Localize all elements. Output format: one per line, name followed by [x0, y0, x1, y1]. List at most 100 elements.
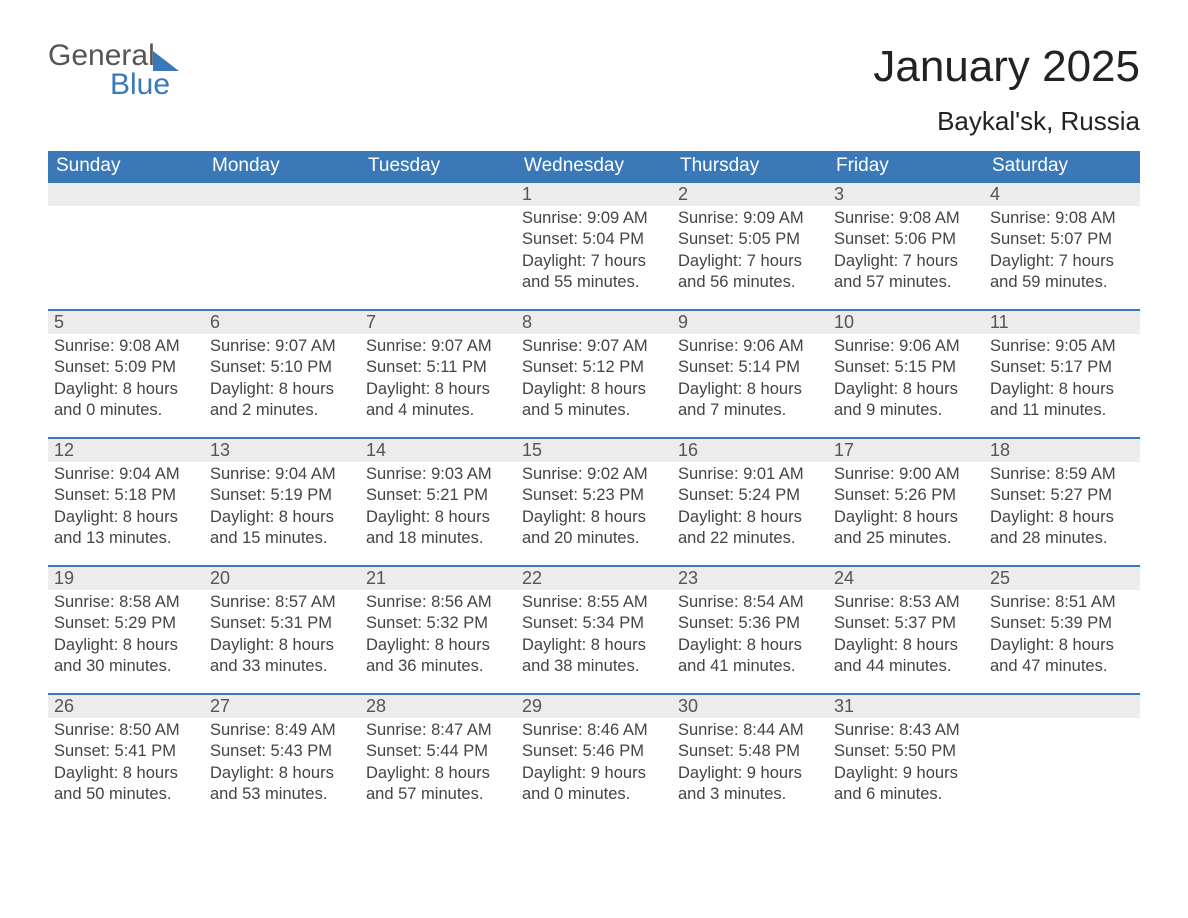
day-details: Sunrise: 9:09 AMSunset: 5:05 PMDaylight:…: [672, 206, 828, 300]
daylight-line: Daylight: 8 hours and 11 minutes.: [990, 379, 1134, 422]
calendar-row: 12Sunrise: 9:04 AMSunset: 5:18 PMDayligh…: [48, 437, 1140, 565]
daylight-line: Daylight: 8 hours and 44 minutes.: [834, 635, 978, 678]
calendar-cell: 19Sunrise: 8:58 AMSunset: 5:29 PMDayligh…: [48, 565, 204, 693]
day-number: 11: [984, 309, 1140, 334]
day-details: Sunrise: 9:09 AMSunset: 5:04 PMDaylight:…: [516, 206, 672, 300]
sunset-line: Sunset: 5:12 PM: [522, 357, 666, 378]
day-number: 30: [672, 693, 828, 718]
calendar-cell: 28Sunrise: 8:47 AMSunset: 5:44 PMDayligh…: [360, 693, 516, 821]
day-details: Sunrise: 9:05 AMSunset: 5:17 PMDaylight:…: [984, 334, 1140, 428]
calendar-cell: 16Sunrise: 9:01 AMSunset: 5:24 PMDayligh…: [672, 437, 828, 565]
sunset-line: Sunset: 5:37 PM: [834, 613, 978, 634]
calendar-cell: 29Sunrise: 8:46 AMSunset: 5:46 PMDayligh…: [516, 693, 672, 821]
day-details: Sunrise: 8:46 AMSunset: 5:46 PMDaylight:…: [516, 718, 672, 812]
calendar-cell: [48, 181, 204, 309]
sunrise-line: Sunrise: 9:02 AM: [522, 464, 666, 485]
page-title: January 2025: [873, 42, 1140, 92]
daylight-line: Daylight: 8 hours and 9 minutes.: [834, 379, 978, 422]
sunset-line: Sunset: 5:23 PM: [522, 485, 666, 506]
day-number: 13: [204, 437, 360, 462]
day-details: Sunrise: 9:01 AMSunset: 5:24 PMDaylight:…: [672, 462, 828, 556]
calendar-row: 1Sunrise: 9:09 AMSunset: 5:04 PMDaylight…: [48, 181, 1140, 309]
sunrise-line: Sunrise: 9:05 AM: [990, 336, 1134, 357]
day-details: Sunrise: 8:56 AMSunset: 5:32 PMDaylight:…: [360, 590, 516, 684]
sunset-line: Sunset: 5:44 PM: [366, 741, 510, 762]
day-number: 17: [828, 437, 984, 462]
sunrise-line: Sunrise: 8:51 AM: [990, 592, 1134, 613]
daylight-line: Daylight: 8 hours and 0 minutes.: [54, 379, 198, 422]
daylight-line: Daylight: 8 hours and 38 minutes.: [522, 635, 666, 678]
day-details: Sunrise: 8:44 AMSunset: 5:48 PMDaylight:…: [672, 718, 828, 812]
daylight-line: Daylight: 8 hours and 25 minutes.: [834, 507, 978, 550]
sunrise-line: Sunrise: 9:03 AM: [366, 464, 510, 485]
day-number: [204, 181, 360, 206]
sunrise-line: Sunrise: 9:04 AM: [54, 464, 198, 485]
sunrise-line: Sunrise: 9:06 AM: [834, 336, 978, 357]
logo-text: General Blue: [48, 42, 179, 99]
daylight-line: Daylight: 9 hours and 6 minutes.: [834, 763, 978, 806]
sunset-line: Sunset: 5:19 PM: [210, 485, 354, 506]
daylight-line: Daylight: 8 hours and 7 minutes.: [678, 379, 822, 422]
calendar-cell: 9Sunrise: 9:06 AMSunset: 5:14 PMDaylight…: [672, 309, 828, 437]
day-details: Sunrise: 8:43 AMSunset: 5:50 PMDaylight:…: [828, 718, 984, 812]
daylight-line: Daylight: 8 hours and 47 minutes.: [990, 635, 1134, 678]
daylight-line: Daylight: 8 hours and 50 minutes.: [54, 763, 198, 806]
day-number: 12: [48, 437, 204, 462]
sunset-line: Sunset: 5:41 PM: [54, 741, 198, 762]
day-details: Sunrise: 9:07 AMSunset: 5:12 PMDaylight:…: [516, 334, 672, 428]
day-details: Sunrise: 9:04 AMSunset: 5:18 PMDaylight:…: [48, 462, 204, 556]
calendar-body: 1Sunrise: 9:09 AMSunset: 5:04 PMDaylight…: [48, 181, 1140, 821]
sunset-line: Sunset: 5:17 PM: [990, 357, 1134, 378]
day-number: 24: [828, 565, 984, 590]
calendar-cell: 13Sunrise: 9:04 AMSunset: 5:19 PMDayligh…: [204, 437, 360, 565]
dow-header-row: SundayMondayTuesdayWednesdayThursdayFrid…: [48, 151, 1140, 181]
dow-header-thursday: Thursday: [672, 151, 828, 181]
daylight-line: Daylight: 8 hours and 13 minutes.: [54, 507, 198, 550]
dow-header-saturday: Saturday: [984, 151, 1140, 181]
day-number: 22: [516, 565, 672, 590]
daylight-line: Daylight: 8 hours and 33 minutes.: [210, 635, 354, 678]
day-number: 27: [204, 693, 360, 718]
day-number: 2: [672, 181, 828, 206]
sunrise-line: Sunrise: 9:04 AM: [210, 464, 354, 485]
sunset-line: Sunset: 5:09 PM: [54, 357, 198, 378]
day-details: Sunrise: 9:07 AMSunset: 5:11 PMDaylight:…: [360, 334, 516, 428]
sunrise-line: Sunrise: 8:59 AM: [990, 464, 1134, 485]
sunset-line: Sunset: 5:21 PM: [366, 485, 510, 506]
day-details: Sunrise: 9:07 AMSunset: 5:10 PMDaylight:…: [204, 334, 360, 428]
sunset-line: Sunset: 5:31 PM: [210, 613, 354, 634]
day-details: Sunrise: 9:04 AMSunset: 5:19 PMDaylight:…: [204, 462, 360, 556]
sunset-line: Sunset: 5:36 PM: [678, 613, 822, 634]
sunrise-line: Sunrise: 9:01 AM: [678, 464, 822, 485]
day-number: 4: [984, 181, 1140, 206]
sunrise-line: Sunrise: 9:07 AM: [366, 336, 510, 357]
sunrise-line: Sunrise: 8:58 AM: [54, 592, 198, 613]
day-details: Sunrise: 8:54 AMSunset: 5:36 PMDaylight:…: [672, 590, 828, 684]
sunrise-line: Sunrise: 8:44 AM: [678, 720, 822, 741]
day-details: Sunrise: 8:47 AMSunset: 5:44 PMDaylight:…: [360, 718, 516, 812]
calendar-cell: 20Sunrise: 8:57 AMSunset: 5:31 PMDayligh…: [204, 565, 360, 693]
daylight-line: Daylight: 8 hours and 53 minutes.: [210, 763, 354, 806]
day-details: Sunrise: 9:08 AMSunset: 5:09 PMDaylight:…: [48, 334, 204, 428]
sunset-line: Sunset: 5:10 PM: [210, 357, 354, 378]
sunset-line: Sunset: 5:34 PM: [522, 613, 666, 634]
calendar-cell: 18Sunrise: 8:59 AMSunset: 5:27 PMDayligh…: [984, 437, 1140, 565]
logo-word-general: General: [48, 42, 155, 71]
daylight-line: Daylight: 7 hours and 57 minutes.: [834, 251, 978, 294]
daylight-line: Daylight: 8 hours and 28 minutes.: [990, 507, 1134, 550]
day-number: 5: [48, 309, 204, 334]
sunrise-line: Sunrise: 8:56 AM: [366, 592, 510, 613]
dow-header-monday: Monday: [204, 151, 360, 181]
daylight-line: Daylight: 8 hours and 5 minutes.: [522, 379, 666, 422]
day-number: 3: [828, 181, 984, 206]
day-details: Sunrise: 8:57 AMSunset: 5:31 PMDaylight:…: [204, 590, 360, 684]
day-number: [984, 693, 1140, 718]
calendar-cell: 15Sunrise: 9:02 AMSunset: 5:23 PMDayligh…: [516, 437, 672, 565]
daylight-line: Daylight: 7 hours and 59 minutes.: [990, 251, 1134, 294]
day-details: Sunrise: 8:58 AMSunset: 5:29 PMDaylight:…: [48, 590, 204, 684]
daylight-line: Daylight: 8 hours and 22 minutes.: [678, 507, 822, 550]
daylight-line: Daylight: 9 hours and 3 minutes.: [678, 763, 822, 806]
sunset-line: Sunset: 5:18 PM: [54, 485, 198, 506]
sunrise-line: Sunrise: 9:07 AM: [522, 336, 666, 357]
sunset-line: Sunset: 5:11 PM: [366, 357, 510, 378]
